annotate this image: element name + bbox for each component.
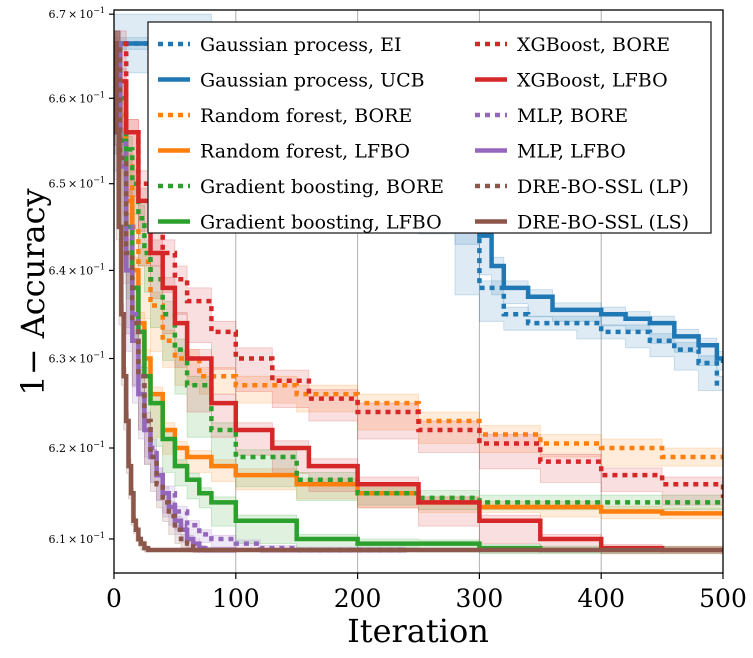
x-tick-label: 100 — [212, 584, 260, 613]
legend-label: Gaussian process, EI — [200, 34, 401, 56]
y-tick-times: × — [68, 8, 77, 21]
x-tick-label: 0 — [106, 584, 122, 613]
plot-frame — [113, 9, 724, 574]
series-line — [114, 41, 723, 553]
y-tick-exponent: −1 — [93, 531, 105, 540]
y-tick-label: 6.6 × 10−1 — [48, 90, 105, 105]
y-tick-mantissa: 6.1 — [48, 533, 66, 546]
y-tick-mantissa: 6.7 — [48, 8, 66, 21]
y-tick-times: × — [68, 533, 77, 546]
y-tick-label: 6.7 × 10−1 — [48, 6, 105, 21]
legend-label: XGBoost, BORE — [517, 34, 670, 56]
legend-label: MLP, BORE — [517, 105, 628, 127]
x-tick-label: 200 — [334, 584, 382, 613]
y-tick-mantissa: 6.4 — [48, 264, 66, 277]
legend-label: DRE-BO-SSL (LS) — [517, 212, 689, 234]
x-axis-label: Iteration — [347, 612, 489, 650]
x-tick-label: 500 — [699, 584, 747, 613]
legend-label: Gradient boosting, LFBO — [200, 212, 442, 234]
y-tick-exponent: −1 — [93, 440, 105, 449]
legend-label: DRE-BO-SSL (LP) — [517, 176, 689, 198]
y-tick-times: × — [68, 92, 77, 105]
y-tick-mantissa: 6.6 — [48, 92, 66, 105]
y-tick-exponent: −1 — [93, 351, 105, 360]
y-tick-mantissa: 6.5 — [48, 178, 66, 191]
x-tick-label: 300 — [456, 584, 504, 613]
series-line — [114, 41, 202, 551]
y-tick-times: × — [68, 264, 77, 277]
y-tick-exponent: −1 — [93, 262, 105, 271]
series-line — [114, 41, 723, 460]
y-tick-base: 10 — [79, 533, 93, 546]
y-tick-base: 10 — [79, 178, 93, 191]
y-tick-base: 10 — [79, 92, 93, 105]
x-tick-label: 400 — [577, 584, 625, 613]
legend-label: MLP, LFBO — [517, 141, 626, 163]
y-axis-label: 1− Accuracy — [14, 188, 52, 395]
y-tick-base: 10 — [79, 442, 93, 455]
y-tick-label: 6.3 × 10−1 — [48, 351, 105, 366]
y-tick-times: × — [68, 178, 77, 191]
legend-label: Gaussian process, UCB — [200, 70, 425, 92]
y-tick-base: 10 — [79, 264, 93, 277]
series-line — [114, 41, 723, 553]
y-tick-exponent: −1 — [93, 176, 105, 185]
y-tick-label: 6.4 × 10−1 — [48, 262, 105, 277]
series-line — [114, 41, 236, 553]
y-tick-label: 6.2 × 10−1 — [48, 440, 105, 455]
legend-label: Gradient boosting, BORE — [200, 176, 444, 198]
y-tick-label: 6.5 × 10−1 — [48, 176, 105, 191]
legend: Gaussian process, EI Gaussian process, UC… — [147, 21, 712, 234]
legend-label: Random forest, LFBO — [200, 141, 410, 163]
series-line — [114, 41, 723, 498]
legend-frame — [147, 21, 712, 234]
legend-label: Random forest, BORE — [200, 105, 412, 127]
y-tick-times: × — [68, 353, 77, 366]
y-tick-mantissa: 6.2 — [48, 442, 66, 455]
y-tick-base: 10 — [79, 353, 93, 366]
y-tick-exponent: −1 — [93, 90, 105, 99]
y-tick-times: × — [68, 442, 77, 455]
legend-label: XGBoost, LFBO — [517, 70, 668, 92]
y-tick-base: 10 — [79, 8, 93, 21]
y-tick-exponent: −1 — [93, 6, 105, 15]
y-tick-label: 6.1 × 10−1 — [48, 531, 105, 546]
y-tick-mantissa: 6.3 — [48, 353, 66, 366]
